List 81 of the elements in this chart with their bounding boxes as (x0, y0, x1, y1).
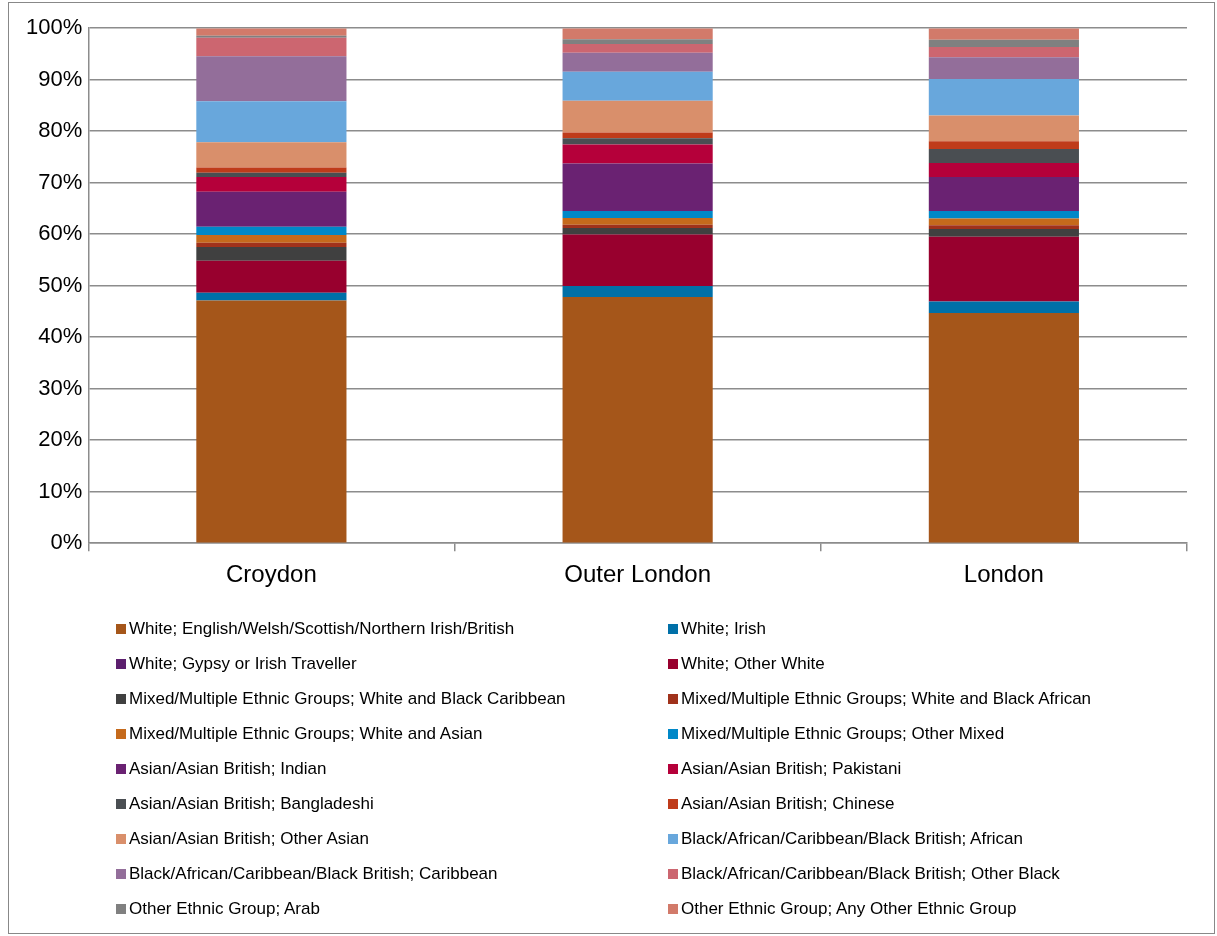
y-tick-label: 40% (38, 323, 83, 349)
legend-label: Mixed/Multiple Ethnic Groups; White and Black African (680, 688, 1093, 710)
bar (562, 100, 713, 133)
bar (196, 191, 347, 227)
legend-label: Mixed/Multiple Ethnic Groups; Other Mixed (680, 723, 1006, 745)
bar (928, 162, 1079, 177)
bar (928, 57, 1079, 80)
bar (928, 149, 1079, 163)
x-tick-label: Croydon (226, 560, 317, 588)
y-tick-label: 80% (38, 117, 83, 143)
legend-label: Asian/Asian British; Indian (128, 758, 328, 780)
bar (928, 115, 1079, 142)
bar (928, 301, 1079, 313)
legend-label: Black/African/Caribbean/Black British; African (680, 828, 1025, 850)
bar (928, 47, 1079, 58)
y-tick-label: 20% (38, 426, 83, 452)
bar (562, 39, 713, 44)
bar (928, 79, 1079, 116)
bar (562, 296, 713, 543)
bar (928, 28, 1079, 40)
bar (928, 176, 1079, 211)
y-tick-label: 10% (38, 477, 83, 503)
bar (562, 52, 713, 72)
bar (562, 138, 713, 145)
bar (928, 236, 1079, 302)
bar (928, 225, 1079, 229)
bar (928, 141, 1079, 150)
bar (196, 226, 347, 236)
y-tick-label: 0% (50, 529, 83, 555)
y-tick-label: 70% (38, 168, 83, 194)
legend-label: Black/African/Caribbean/Black British; Other Black (680, 863, 1061, 885)
bar (196, 167, 347, 173)
bar (196, 37, 347, 57)
legend-label: White; Gypsy or Irish Traveller (128, 653, 358, 675)
x-tick-label: London (963, 560, 1044, 588)
legend-label: Asian/Asian British; Pakistani (680, 758, 903, 780)
y-tick-label: 100% (25, 14, 83, 40)
bar (196, 35, 347, 38)
bar (562, 227, 713, 235)
bar (196, 235, 347, 243)
legend-label: Other Ethnic Group; Arab (128, 898, 321, 920)
bar (196, 246, 347, 261)
bar (562, 43, 713, 53)
legend-label: White; Irish (680, 618, 768, 640)
bar (562, 234, 713, 287)
bar (562, 163, 713, 211)
legend-label: Mixed/Multiple Ethnic Groups; White and Black Caribbean (128, 688, 567, 710)
bar (196, 101, 347, 143)
bar (196, 142, 347, 168)
bar (928, 312, 1079, 543)
y-tick-label: 50% (38, 271, 83, 297)
bar (196, 176, 347, 192)
bar (196, 300, 347, 543)
legend-label: Asian/Asian British; Bangladeshi (128, 793, 375, 815)
y-tick-label: 60% (38, 220, 83, 246)
bar (928, 210, 1079, 219)
bar (928, 39, 1079, 48)
bar (196, 260, 347, 293)
bar (562, 144, 713, 164)
bar (196, 242, 347, 247)
bar (928, 228, 1079, 237)
legend-label: White; Other White (680, 653, 826, 675)
bar (562, 286, 713, 297)
bar (196, 292, 347, 301)
legend-label: Asian/Asian British; Other Asian (128, 828, 370, 850)
legend-label: Asian/Asian British; Chinese (680, 793, 896, 815)
bar (562, 210, 713, 219)
legend-label: Black/African/Caribbean/Black British; Caribbean (128, 863, 499, 885)
y-tick-label: 90% (38, 65, 83, 91)
bar (196, 172, 347, 177)
x-tick-label: Outer London (564, 560, 712, 588)
bar (562, 218, 713, 225)
bar (196, 28, 347, 36)
bar (196, 56, 347, 102)
y-tick-label: 30% (38, 374, 83, 400)
legend-label: Other Ethnic Group; Any Other Ethnic Group (680, 898, 1018, 920)
legend-label: White; English/Welsh/Scottish/Northern Irish/British (128, 618, 516, 640)
legend-label: Mixed/Multiple Ethnic Groups; White and Asian (128, 723, 484, 745)
bar (562, 71, 713, 101)
bar (562, 224, 713, 228)
bar (562, 28, 713, 40)
